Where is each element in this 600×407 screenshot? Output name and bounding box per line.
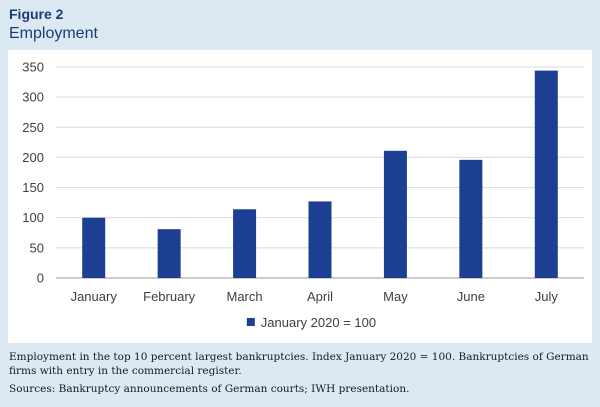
x-tick-label: April — [307, 289, 333, 304]
caption: Employment in the top 10 percent largest… — [9, 350, 594, 396]
x-tick-label: March — [227, 289, 263, 304]
bar — [534, 70, 558, 278]
caption-sources: Sources: Bankruptcy announcements of Ger… — [9, 383, 410, 395]
bar — [308, 201, 332, 278]
y-tick-label: 100 — [22, 210, 44, 225]
bar — [233, 209, 257, 278]
bar — [157, 229, 181, 278]
x-tick-label: January — [71, 289, 118, 304]
y-tick-label: 150 — [22, 180, 44, 195]
figure-title: Employment — [9, 25, 98, 42]
y-tick-label: 0 — [37, 271, 44, 286]
bar — [82, 217, 106, 278]
chart-panel: 0 50 100 150 200 250 300 350 January February Marc… — [8, 50, 592, 343]
bar-chart: 0 50 100 150 200 250 300 350 January February Marc… — [22, 60, 584, 330]
y-tick-label: 350 — [22, 60, 44, 75]
x-tick-label: July — [535, 289, 559, 304]
legend-swatch — [246, 318, 255, 326]
x-tick-label: February — [143, 289, 196, 304]
bar — [459, 159, 483, 278]
y-tick-label: 50 — [30, 240, 44, 255]
x-tick-label: May — [383, 289, 408, 304]
x-tick-label: June — [457, 289, 485, 304]
figure-label: Figure 2 — [9, 6, 64, 22]
y-tick-label: 200 — [22, 150, 44, 165]
y-tick-label: 300 — [22, 90, 44, 105]
y-tick-label: 250 — [22, 120, 44, 135]
caption-note: Employment in the top 10 percent largest… — [9, 351, 589, 377]
bar — [383, 150, 407, 278]
legend-label: January 2020 = 100 — [261, 315, 376, 330]
